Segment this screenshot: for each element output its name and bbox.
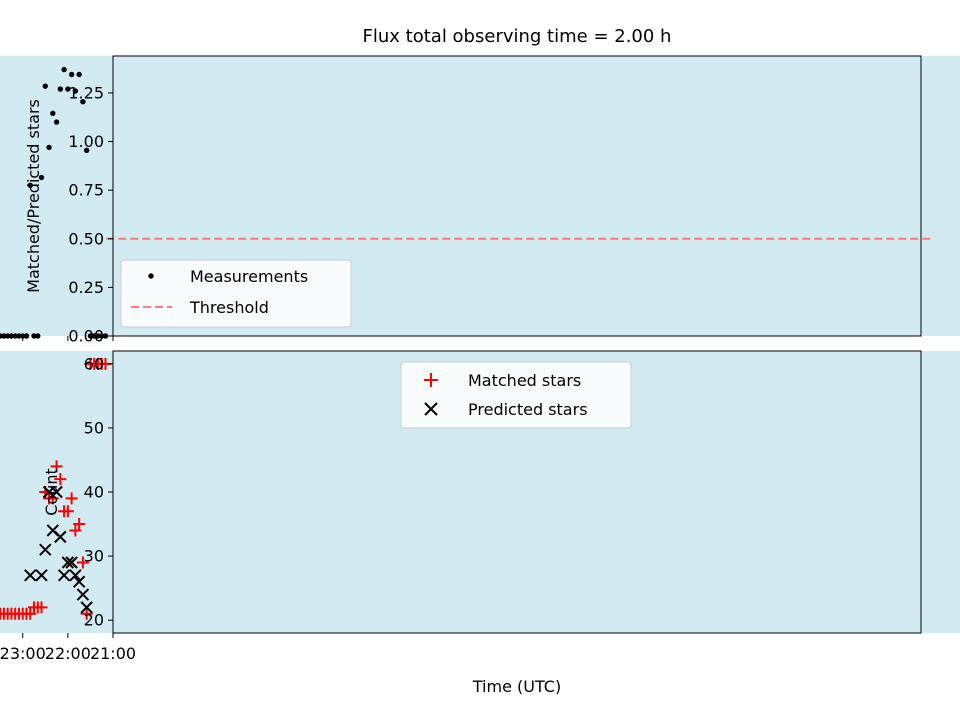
measurement-point [46, 144, 52, 151]
measurement-point [16, 333, 22, 339]
matched-point [28, 601, 41, 614]
measurement-point [99, 333, 105, 339]
matched-point [65, 492, 78, 505]
measurement-point [57, 86, 64, 92]
y-tick-label: 60 [84, 354, 104, 373]
y-tick-label: 20 [84, 611, 104, 630]
measurement-point [35, 333, 41, 339]
matched-point [80, 607, 93, 620]
y-axis-label: Count [42, 468, 61, 516]
legend-label-measurements: Measurements [190, 267, 308, 286]
legend-label-threshold: Threshold [189, 298, 269, 317]
x-tick-label: 00:00 [0, 644, 1, 663]
y-tick-label: 0.25 [68, 278, 104, 297]
measurement-point [91, 333, 97, 339]
y-tick-label: 0.50 [68, 229, 104, 248]
matched-point [58, 505, 71, 518]
predicted-point [35, 569, 48, 582]
predicted-point [65, 556, 78, 569]
y-axis-label: Matched/Predicted stars [24, 99, 43, 293]
measurement-point [72, 88, 79, 94]
measurement-point [95, 333, 101, 339]
measurement-point [102, 333, 109, 339]
legend-label-predicted: Predicted stars [468, 400, 588, 419]
predicted-point [57, 569, 71, 582]
measurement-point [68, 71, 75, 78]
legend: Measurements Threshold [120, 259, 352, 328]
predicted-point [42, 485, 56, 499]
predicted-point [80, 601, 93, 614]
measurement-point [42, 83, 48, 89]
measurement-point [12, 333, 18, 339]
legend: Matched stars Predicted stars [400, 361, 632, 429]
panel-ratio: 0.00 0.25 0.50 0.75 1.00 1.25 Matched/Predict… [0, 55, 960, 346]
measurement-point [65, 86, 71, 92]
measurement-point [31, 333, 37, 339]
matched-point [76, 556, 89, 569]
matched-point [50, 460, 63, 473]
measurement-point [0, 333, 3, 339]
legend-marker-predicted [424, 402, 438, 416]
measurement-point [8, 333, 15, 339]
measurement-point [61, 66, 67, 73]
legend-label-matched: Matched stars [468, 371, 581, 390]
measurement-point [76, 71, 82, 78]
matched-point [84, 357, 97, 370]
measurement-point [87, 333, 94, 339]
y-tick-label: 0.00 [68, 327, 104, 346]
legend-marker-matched [424, 373, 438, 387]
x-tick-label: 22:00 [45, 644, 91, 663]
predicted-point [24, 569, 37, 582]
matched-point [43, 492, 56, 505]
measurement-point [53, 119, 60, 125]
y-tick-label: 30 [84, 547, 104, 566]
predicted-point [39, 543, 52, 556]
matched-point [73, 518, 86, 531]
predicted-point [76, 588, 90, 601]
matched-point [0, 612, 3, 615]
y-tick-label: 1.25 [68, 83, 104, 102]
chart-title: Flux total observing time = 2.00 h [363, 26, 672, 47]
x-axis-label: Time (UTC) [472, 677, 561, 696]
panel-count: 203040506021:0022:0023:0000:0001:0002:00… [0, 350, 960, 696]
x-tick-label: 21:00 [90, 644, 136, 663]
predicted-point [46, 524, 60, 537]
measurement-point [83, 147, 90, 154]
predicted-point [69, 569, 82, 582]
predicted-point [61, 556, 75, 569]
matched-point [54, 473, 67, 486]
y-tick-label: 40 [84, 483, 104, 502]
y-tick-label: 0.75 [68, 181, 104, 200]
predicted-point [72, 575, 86, 588]
x-tick-label: 23:00 [0, 644, 46, 663]
measurement-point [80, 98, 86, 105]
measurement-point [50, 110, 56, 117]
measurement-point [1, 333, 7, 339]
legend-box [400, 361, 632, 429]
plot-frame [112, 55, 922, 337]
y-tick-label: 1.00 [68, 132, 104, 151]
matched-point [69, 524, 82, 537]
y-tick-label: 50 [84, 418, 104, 437]
legend-marker-measurements [148, 273, 154, 279]
measurement-point [4, 333, 11, 339]
measurement-point [23, 333, 30, 339]
measurement-point [27, 182, 33, 189]
legend-box [120, 259, 352, 328]
measurement-point [38, 174, 45, 181]
